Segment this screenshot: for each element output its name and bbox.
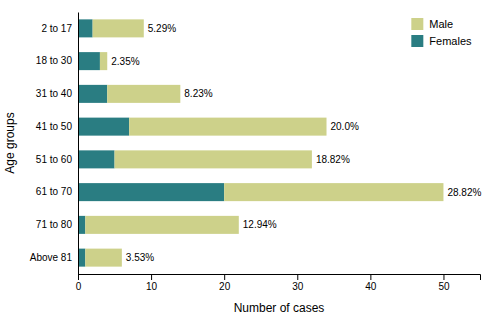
y-tick-label: 71 to 80 — [36, 219, 73, 230]
bar — [107, 85, 180, 103]
x-axis-title: Number of cases — [234, 301, 325, 315]
legend-item: Females — [411, 35, 472, 47]
y-tick-label: 18 to 30 — [36, 55, 73, 66]
y-tick: Above 81 — [30, 252, 78, 263]
bar — [78, 150, 115, 168]
y-tick-label: 2 to 17 — [41, 23, 72, 34]
x-tick: 10 — [146, 274, 158, 292]
bar — [78, 52, 100, 70]
y-tick: 2 to 17 — [41, 23, 78, 34]
x-tick: 40 — [365, 274, 377, 292]
series-bars — [85, 19, 443, 266]
annotation: 5.29% — [148, 23, 176, 34]
legend-label: Male — [429, 18, 453, 30]
x-tick-mark — [370, 274, 371, 280]
chart: 5.29% 2.35% 8.23% 20.0% 18.82% 28.82% 12.94% 3.… — [0, 0, 500, 320]
y-axis-title: Age groups — [3, 112, 17, 173]
bar — [85, 249, 122, 267]
bar — [129, 118, 326, 136]
x-tick-label: 0 — [76, 281, 82, 292]
x-tick-label: 40 — [365, 281, 377, 292]
bar — [78, 19, 93, 37]
bar — [78, 118, 129, 136]
y-tick-label: 51 to 60 — [36, 154, 73, 165]
bar — [224, 183, 443, 201]
annotation: 18.82% — [316, 154, 350, 165]
annotation: 8.23% — [184, 88, 212, 99]
x-tick-mark — [443, 274, 444, 280]
bar — [100, 52, 107, 70]
x-axis-line — [79, 275, 481, 281]
bar — [78, 216, 85, 234]
y-tick: 31 to 40 — [36, 88, 78, 99]
bar — [85, 216, 238, 234]
annotation: 20.0% — [331, 121, 359, 132]
annotation: 12.94% — [243, 219, 277, 230]
x-tick: 20 — [219, 274, 231, 292]
x-axis: 0 10 20 30 40 50 — [76, 274, 481, 292]
x-tick-mark — [224, 274, 225, 280]
x-tick-label: 50 — [438, 281, 450, 292]
legend-swatch — [411, 18, 423, 30]
y-tick-label: 61 to 70 — [36, 186, 73, 197]
legend-item: Male — [411, 18, 453, 30]
bar — [78, 183, 224, 201]
bar — [115, 150, 312, 168]
y-tick: 41 to 50 — [36, 121, 78, 132]
annotations: 5.29% 2.35% 8.23% 20.0% 18.82% 28.82% 12.94% 3.… — [111, 23, 481, 263]
x-tick-label: 10 — [146, 281, 158, 292]
bar — [93, 19, 144, 37]
legend-swatch — [411, 35, 423, 47]
y-tick-label: 41 to 50 — [36, 121, 73, 132]
y-axis-line — [78, 13, 79, 275]
y-tick: 51 to 60 — [36, 154, 78, 165]
annotation: 2.35% — [111, 56, 139, 67]
legend: Male Females — [411, 18, 472, 47]
y-tick: 71 to 80 — [36, 219, 78, 230]
x-tick-mark — [151, 274, 152, 280]
x-tick: 50 — [438, 274, 450, 292]
x-tick-mark — [297, 274, 298, 280]
y-tick: 61 to 70 — [36, 186, 78, 197]
y-axis: 2 to 17 18 to 30 31 to 40 41 to 50 51 to 60 6… — [30, 13, 79, 275]
bar — [78, 85, 107, 103]
bar — [78, 249, 85, 267]
x-tick-label: 30 — [292, 281, 304, 292]
x-tick: 0 — [76, 274, 82, 292]
x-tick-mark — [78, 274, 79, 280]
y-tick: 18 to 30 — [36, 55, 78, 66]
y-tick-label: 31 to 40 — [36, 88, 73, 99]
x-tick-label: 20 — [219, 281, 231, 292]
x-tick: 30 — [292, 274, 304, 292]
y-tick-label: Above 81 — [30, 252, 73, 263]
annotation: 28.82% — [447, 187, 481, 198]
annotation: 3.53% — [126, 252, 154, 263]
plot: 5.29% 2.35% 8.23% 20.0% 18.82% 28.82% 12.94% 3.… — [30, 13, 482, 293]
bars — [78, 19, 443, 266]
legend-label: Females — [429, 35, 472, 47]
